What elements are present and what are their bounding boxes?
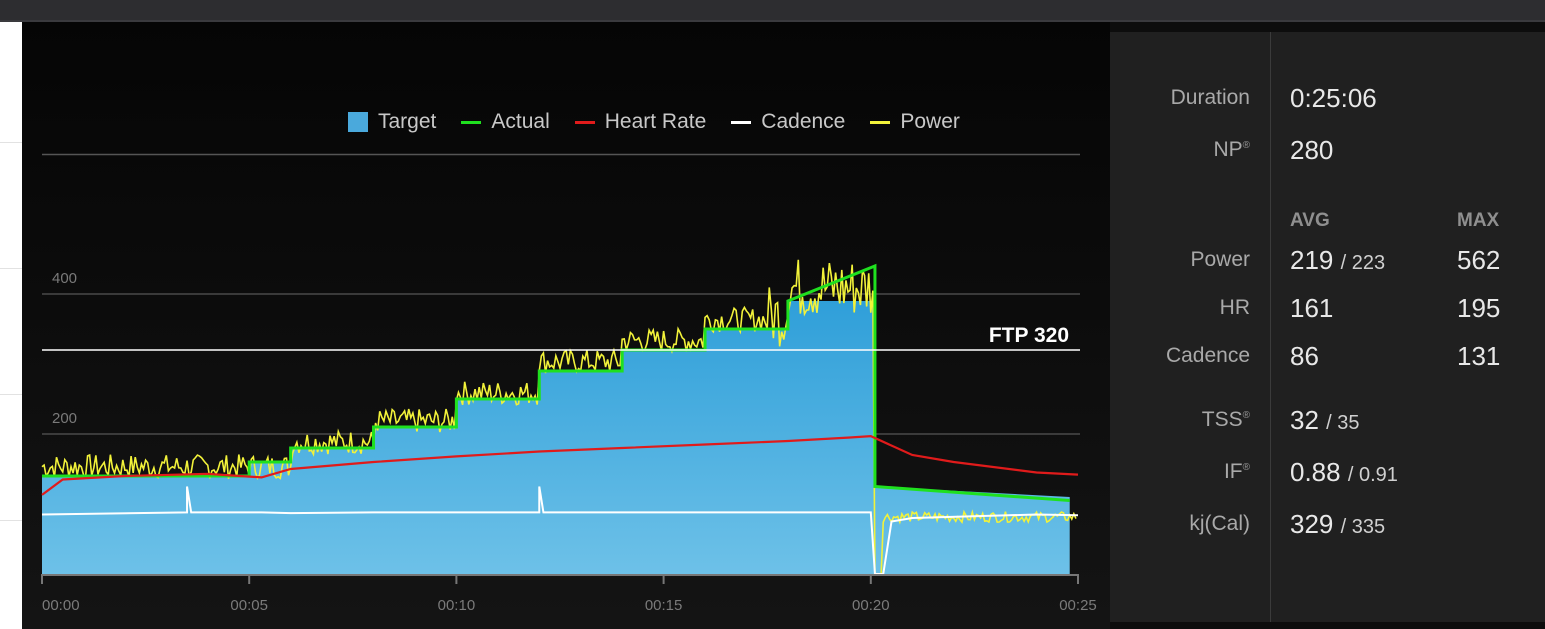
power-avg-value: 219 bbox=[1290, 245, 1334, 275]
left-sidebar-strip bbox=[0, 22, 22, 629]
power-avg: 219 / 223 bbox=[1290, 245, 1386, 275]
chart-legend: Target Actual Heart Rate Cadence Power bbox=[348, 110, 985, 134]
hr-max: 195 bbox=[1457, 293, 1501, 323]
top-bar bbox=[0, 0, 1545, 22]
legend-swatch-cadence bbox=[731, 120, 752, 124]
cadence-avg: 86 bbox=[1290, 341, 1319, 371]
hr-label: HR bbox=[1219, 296, 1250, 319]
tss-value: 32 / 35 bbox=[1290, 405, 1360, 435]
duration-label: Duration bbox=[1170, 86, 1250, 109]
if-value: 0.88 / 0.91 bbox=[1290, 457, 1398, 487]
legend-swatch-target bbox=[348, 112, 368, 132]
np-reg-mark: ® bbox=[1242, 140, 1250, 151]
x-tick-label-0: 00:00 bbox=[42, 597, 80, 614]
actual-line bbox=[42, 263, 1070, 502]
np-label-text: NP bbox=[1213, 138, 1243, 161]
legend-item-cadence: Cadence bbox=[731, 110, 845, 134]
hr-avg: 161 bbox=[1290, 293, 1334, 323]
kj-label: kj(Cal) bbox=[1189, 512, 1250, 535]
y-tick-label-200: 200 bbox=[52, 410, 77, 427]
cadence-label: Cadence bbox=[1165, 344, 1250, 367]
tss-value-secondary: 35 bbox=[1337, 412, 1360, 434]
legend-label-target: Target bbox=[378, 110, 437, 133]
kj-value-main: 329 bbox=[1290, 509, 1334, 539]
legend-item-actual: Actual bbox=[461, 110, 550, 134]
kj-value: 329 / 335 bbox=[1290, 509, 1386, 539]
power-label: Power bbox=[1190, 248, 1250, 271]
kj-value-secondary: 335 bbox=[1351, 516, 1386, 538]
tss-reg-mark: ® bbox=[1242, 410, 1250, 421]
heart-rate-line bbox=[41, 434, 1079, 496]
power-max: 562 bbox=[1457, 245, 1501, 275]
x-tick-label-4: 00:20 bbox=[852, 597, 890, 614]
legend-swatch-power bbox=[870, 120, 891, 124]
max-header: MAX bbox=[1457, 210, 1500, 231]
power-line bbox=[41, 259, 1077, 575]
legend-item-heart-rate: Heart Rate bbox=[574, 110, 707, 134]
power-avg-secondary: 223 bbox=[1351, 252, 1386, 274]
legend-label-cadence: Cadence bbox=[761, 110, 846, 133]
legend-label-power: Power bbox=[900, 110, 960, 133]
tss-value-main: 32 bbox=[1290, 405, 1319, 435]
if-reg-mark: ® bbox=[1242, 462, 1250, 473]
x-tick-label-5: 00:25 bbox=[1059, 597, 1097, 614]
target-area bbox=[42, 301, 1070, 574]
np-value: 280 bbox=[1290, 135, 1334, 165]
tss-label: TSS® bbox=[1202, 408, 1250, 432]
duration-value: 0:25:06 bbox=[1290, 83, 1377, 113]
legend-label-actual: Actual bbox=[491, 110, 550, 133]
legend-swatch-actual bbox=[461, 120, 482, 124]
if-label-text: IF bbox=[1223, 460, 1243, 483]
if-label: IF® bbox=[1224, 460, 1250, 484]
legend-item-power: Power bbox=[870, 110, 960, 134]
if-value-main: 0.88 bbox=[1290, 457, 1341, 487]
y-tick-label-400: 400 bbox=[52, 270, 77, 287]
legend-swatch-heart-rate bbox=[574, 120, 595, 124]
x-tick-label-2: 00:10 bbox=[438, 597, 476, 614]
x-tick-label-3: 00:15 bbox=[645, 597, 683, 614]
avg-header: AVG bbox=[1290, 210, 1330, 231]
workout-chart-panel: 200 400 FTP 320 00:00 00:05 00:10 00:15 00:20 00… bbox=[22, 22, 1110, 629]
stats-divider bbox=[1270, 32, 1271, 622]
np-label: NP® bbox=[1213, 138, 1250, 162]
cadence-max: 131 bbox=[1457, 341, 1501, 371]
stats-panel: Duration 0:25:06 NP® 280 AVG MAX Power 2… bbox=[1110, 32, 1545, 622]
x-tick-label-1: 00:05 bbox=[230, 597, 268, 614]
legend-item-target: Target bbox=[348, 110, 436, 134]
legend-label-heart-rate: Heart Rate bbox=[604, 110, 707, 133]
if-value-secondary: 0.91 bbox=[1358, 464, 1398, 486]
cadence-line bbox=[41, 486, 1079, 575]
ftp-label: FTP 320 bbox=[989, 324, 1069, 347]
workout-chart: 200 400 FTP 320 00:00 00:05 00:10 00:15 00:20 00… bbox=[41, 153, 1097, 614]
tss-label-text: TSS bbox=[1201, 408, 1243, 431]
